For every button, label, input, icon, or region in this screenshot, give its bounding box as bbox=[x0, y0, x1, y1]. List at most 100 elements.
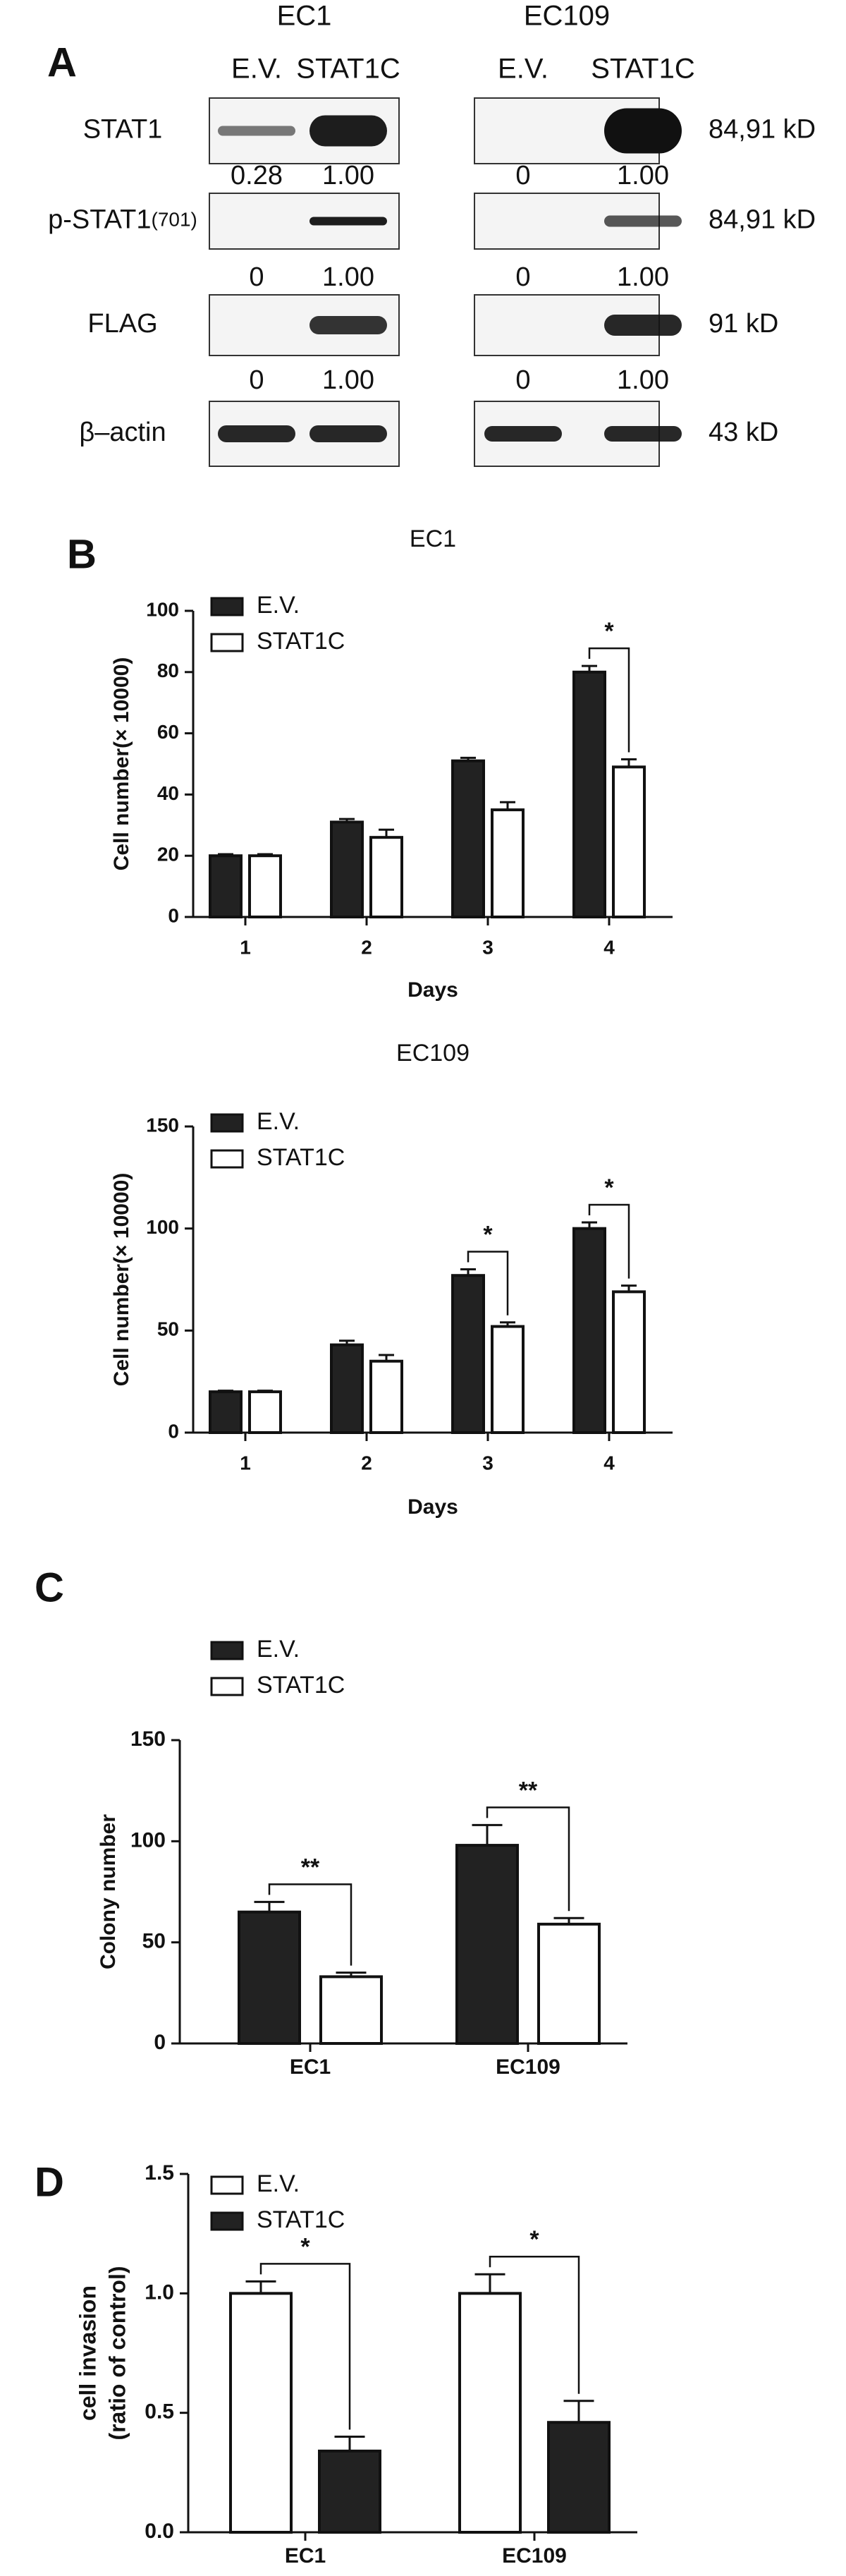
error-bar bbox=[218, 853, 233, 856]
bar bbox=[572, 670, 606, 918]
x-axis-label: Days bbox=[407, 978, 458, 1002]
x-tick-label: EC109 bbox=[502, 2544, 567, 2568]
bar bbox=[451, 759, 485, 919]
bar bbox=[369, 1359, 403, 1434]
error-bar bbox=[460, 756, 476, 761]
band bbox=[309, 115, 387, 147]
bar bbox=[248, 1390, 282, 1434]
error-bar bbox=[582, 1221, 597, 1229]
panel-label: B bbox=[67, 531, 97, 577]
quant-label: 0 bbox=[515, 161, 530, 190]
significance-bracket bbox=[489, 2255, 580, 2394]
error-bar bbox=[339, 1339, 355, 1345]
y-axis-label: (ratio of control) bbox=[104, 2266, 130, 2440]
error-bar bbox=[257, 853, 273, 856]
error-bar bbox=[472, 1823, 503, 1846]
y-tick-label: 0 bbox=[168, 904, 179, 926]
legend-swatch bbox=[210, 1149, 244, 1169]
band bbox=[309, 425, 387, 442]
significance-label: ** bbox=[301, 1854, 320, 1881]
x-tick-label: 3 bbox=[482, 1452, 494, 1474]
error-bar bbox=[245, 2280, 276, 2294]
y-tick-label: 0.0 bbox=[145, 2520, 174, 2543]
x-tick-label: 1 bbox=[240, 936, 251, 958]
quant-label: 0 bbox=[515, 262, 530, 292]
legend-swatch bbox=[210, 1113, 244, 1133]
y-tick-label: 80 bbox=[157, 660, 179, 681]
group-label: EC1 bbox=[277, 1, 332, 32]
quant-label: 1.00 bbox=[322, 365, 374, 395]
bar bbox=[455, 1844, 519, 2045]
error-bar bbox=[218, 1390, 233, 1392]
panel-label: C bbox=[35, 1565, 64, 1610]
error-bar bbox=[334, 2436, 365, 2451]
lane-label: E.V. bbox=[498, 54, 548, 85]
significance-bracket bbox=[486, 1806, 570, 1912]
x-tick-label: 4 bbox=[603, 936, 615, 958]
chart-title: EC1 bbox=[410, 525, 456, 552]
bar bbox=[209, 1390, 243, 1434]
row-name: β–actin bbox=[79, 418, 166, 447]
size-label: 84,91 kD bbox=[709, 205, 816, 235]
y-axis-label: Cell number(× 10000) bbox=[110, 1173, 133, 1387]
significance-label: * bbox=[483, 1222, 493, 1248]
band bbox=[604, 315, 682, 336]
band bbox=[309, 217, 387, 226]
x-tick-label: EC1 bbox=[285, 2544, 326, 2568]
bar bbox=[248, 854, 282, 918]
significance-label: ** bbox=[519, 1777, 538, 1804]
quant-label: 0.28 bbox=[231, 161, 283, 190]
lane-label: E.V. bbox=[231, 54, 282, 85]
error-bar bbox=[379, 1354, 394, 1361]
legend-label: E.V. bbox=[257, 1636, 300, 1663]
y-tick-label: 0 bbox=[168, 1420, 179, 1442]
error-bar bbox=[500, 1321, 515, 1327]
size-label: 43 kD bbox=[709, 418, 778, 447]
y-tick-label: 100 bbox=[146, 1216, 179, 1238]
error-bar bbox=[379, 828, 394, 838]
error-bar bbox=[257, 1390, 273, 1392]
significance-bracket bbox=[588, 647, 630, 753]
y-tick-label: 50 bbox=[157, 1318, 179, 1340]
row-label: β–actin bbox=[79, 418, 166, 447]
x-tick-label: EC1 bbox=[290, 2055, 331, 2079]
band bbox=[604, 426, 682, 442]
bar bbox=[547, 2421, 611, 2534]
y-tick-label: 0 bbox=[154, 2031, 166, 2054]
x-tick-label: 4 bbox=[603, 1452, 615, 1474]
significance-label: * bbox=[604, 1174, 614, 1201]
legend-label: STAT1C bbox=[257, 1672, 345, 1699]
bar bbox=[612, 1290, 646, 1434]
error-bar bbox=[460, 1268, 476, 1276]
bar bbox=[451, 1274, 485, 1435]
band bbox=[218, 126, 295, 136]
legend-label: STAT1C bbox=[257, 628, 345, 655]
x-tick-label: 2 bbox=[361, 936, 372, 958]
legend-swatch bbox=[210, 2175, 244, 2195]
size-label: 91 kD bbox=[709, 309, 778, 339]
row-label: p-STAT1(701) bbox=[48, 205, 197, 235]
row-label: STAT1 bbox=[83, 115, 163, 145]
error-bar bbox=[500, 801, 515, 810]
significance-label: * bbox=[604, 618, 614, 645]
group-label: EC109 bbox=[524, 1, 610, 32]
bar bbox=[612, 765, 646, 918]
bar bbox=[458, 2292, 522, 2534]
legend-label: E.V. bbox=[257, 2170, 300, 2197]
quant-label: 0 bbox=[515, 365, 530, 395]
quant-label: 0 bbox=[249, 262, 264, 292]
significance-bracket bbox=[268, 1883, 352, 1966]
legend-swatch bbox=[210, 1677, 244, 1696]
legend-label: STAT1C bbox=[257, 2206, 345, 2233]
row-name: FLAG bbox=[87, 309, 157, 339]
legend-label: STAT1C bbox=[257, 1144, 345, 1171]
x-tick-label: 2 bbox=[361, 1452, 372, 1474]
legend-swatch bbox=[210, 1641, 244, 1660]
band bbox=[484, 426, 562, 442]
significance-bracket bbox=[259, 2263, 351, 2430]
x-tick-label: EC109 bbox=[496, 2055, 560, 2079]
y-tick-label: 1.0 bbox=[145, 2280, 174, 2304]
x-axis-label: Days bbox=[407, 1495, 458, 1519]
error-bar bbox=[563, 2400, 594, 2423]
error-bar bbox=[474, 2273, 505, 2294]
